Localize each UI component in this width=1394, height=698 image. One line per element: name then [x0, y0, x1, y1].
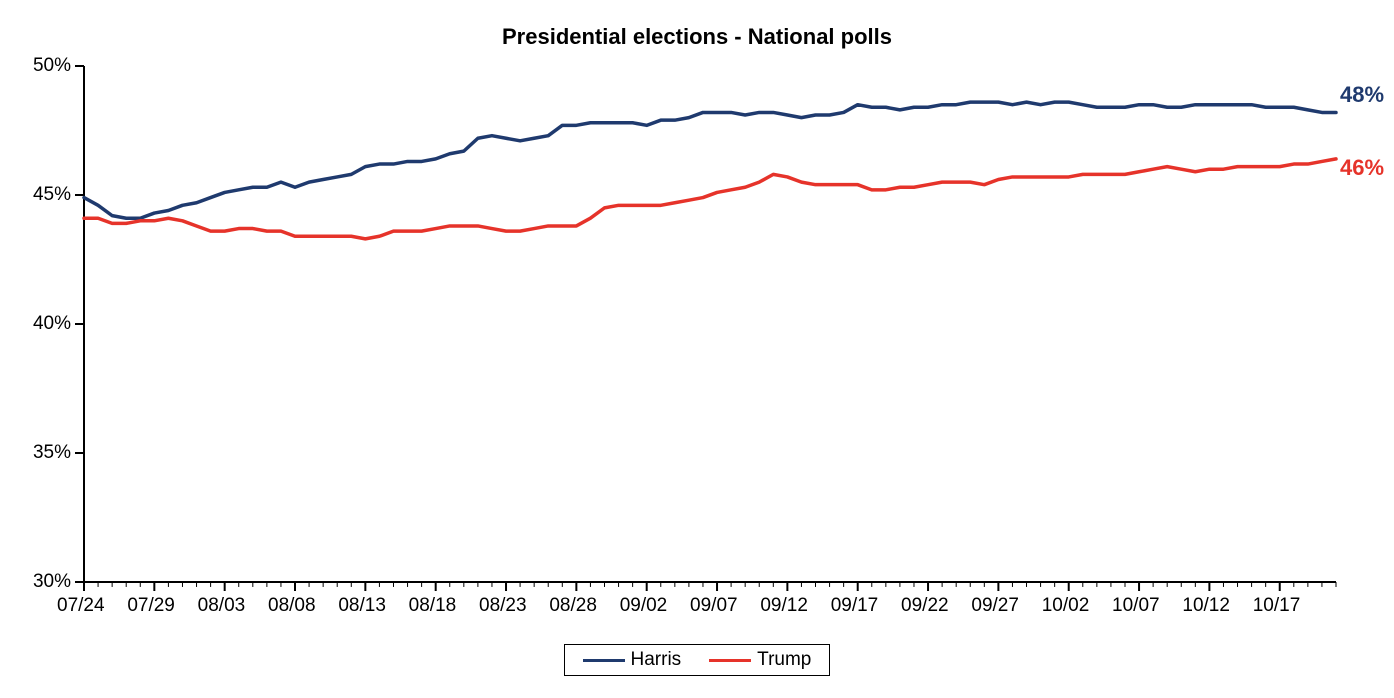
legend-label: Trump [757, 649, 811, 671]
x-tick-label: 09/07 [690, 595, 738, 617]
y-tick-label: 40% [33, 313, 71, 335]
series-end-label-trump: 46% [1340, 155, 1384, 181]
chart-svg [0, 0, 1394, 698]
x-tick-label: 07/24 [57, 595, 105, 617]
y-tick-label: 35% [33, 442, 71, 464]
poll-chart: Presidential elections - National polls … [0, 0, 1394, 698]
legend-label: Harris [631, 649, 682, 671]
x-tick-label: 08/08 [268, 595, 316, 617]
legend-item-harris: Harris [583, 649, 682, 671]
series-end-label-harris: 48% [1340, 82, 1384, 108]
x-tick-label: 07/29 [127, 595, 175, 617]
x-tick-label: 09/22 [901, 595, 949, 617]
y-tick-label: 50% [33, 55, 71, 77]
series-line-harris [84, 102, 1336, 218]
x-tick-label: 10/02 [1042, 595, 1090, 617]
x-tick-label: 08/28 [549, 595, 597, 617]
legend-swatch [709, 659, 751, 662]
x-tick-label: 08/03 [198, 595, 246, 617]
x-tick-label: 08/13 [338, 595, 386, 617]
x-tick-label: 10/07 [1112, 595, 1160, 617]
legend-item-trump: Trump [709, 649, 811, 671]
y-tick-label: 45% [33, 184, 71, 206]
y-tick-label: 30% [33, 571, 71, 593]
chart-title: Presidential elections - National polls [0, 24, 1394, 50]
x-tick-label: 09/02 [620, 595, 668, 617]
x-tick-label: 09/27 [971, 595, 1019, 617]
x-tick-label: 10/17 [1253, 595, 1301, 617]
x-tick-label: 08/23 [479, 595, 527, 617]
legend-swatch [583, 659, 625, 662]
x-tick-label: 08/18 [409, 595, 457, 617]
x-tick-label: 10/12 [1182, 595, 1230, 617]
legend: Harris Trump [564, 644, 831, 676]
series-line-trump [84, 159, 1336, 239]
x-tick-label: 09/12 [760, 595, 808, 617]
x-tick-label: 09/17 [831, 595, 879, 617]
